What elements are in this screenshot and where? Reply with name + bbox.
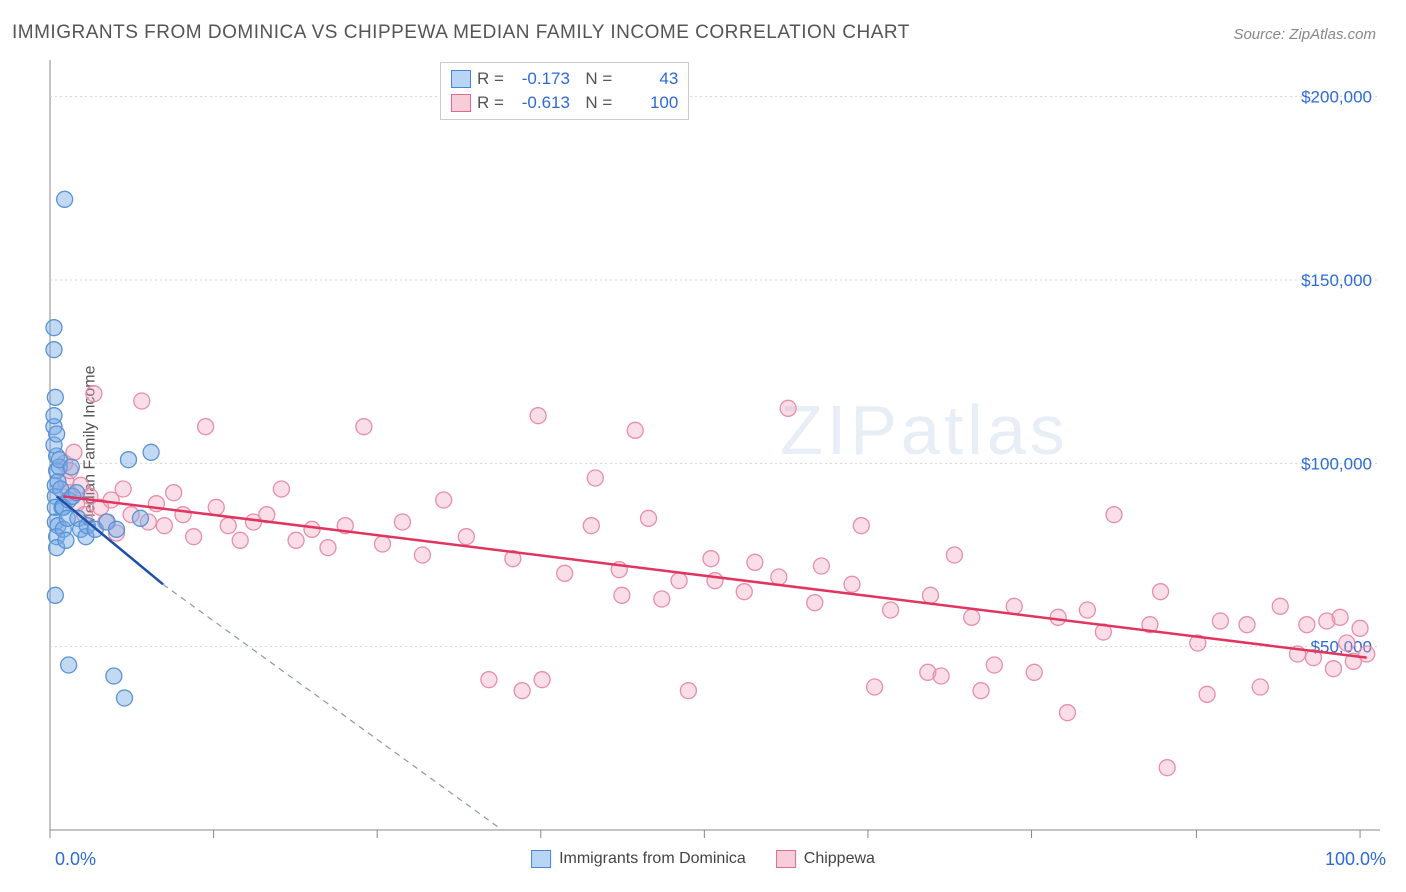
legend-label-a: Immigrants from Dominica [559,850,746,868]
swatch-series-a-icon [451,70,471,88]
correlation-scatter-chart: $50,000$100,000$150,000$200,000 [0,0,1406,892]
correlation-legend: R = -0.173 N = 43 R = -0.613 N = 100 [440,62,689,120]
n-label: N = [576,67,612,91]
n-value-a: 43 [618,67,678,91]
svg-text:$100,000: $100,000 [1301,454,1372,473]
correlation-row-a: R = -0.173 N = 43 [451,67,678,91]
legend-item-a: Immigrants from Dominica [531,850,746,868]
legend-label-b: Chippewa [804,850,875,868]
n-label: N = [576,91,612,115]
r-label: R = [477,91,504,115]
series-legend: Immigrants from Dominica Chippewa [531,850,875,868]
r-label: R = [477,67,504,91]
x-range-max: 100.0% [1325,849,1386,870]
swatch-series-b-icon [776,850,796,868]
x-range-min: 0.0% [55,849,96,870]
svg-text:$150,000: $150,000 [1301,271,1372,290]
svg-text:$200,000: $200,000 [1301,88,1372,107]
swatch-series-b-icon [451,94,471,112]
swatch-series-a-icon [531,850,551,868]
legend-item-b: Chippewa [776,850,875,868]
correlation-row-b: R = -0.613 N = 100 [451,91,678,115]
r-value-a: -0.173 [510,67,570,91]
n-value-b: 100 [618,91,678,115]
r-value-b: -0.613 [510,91,570,115]
